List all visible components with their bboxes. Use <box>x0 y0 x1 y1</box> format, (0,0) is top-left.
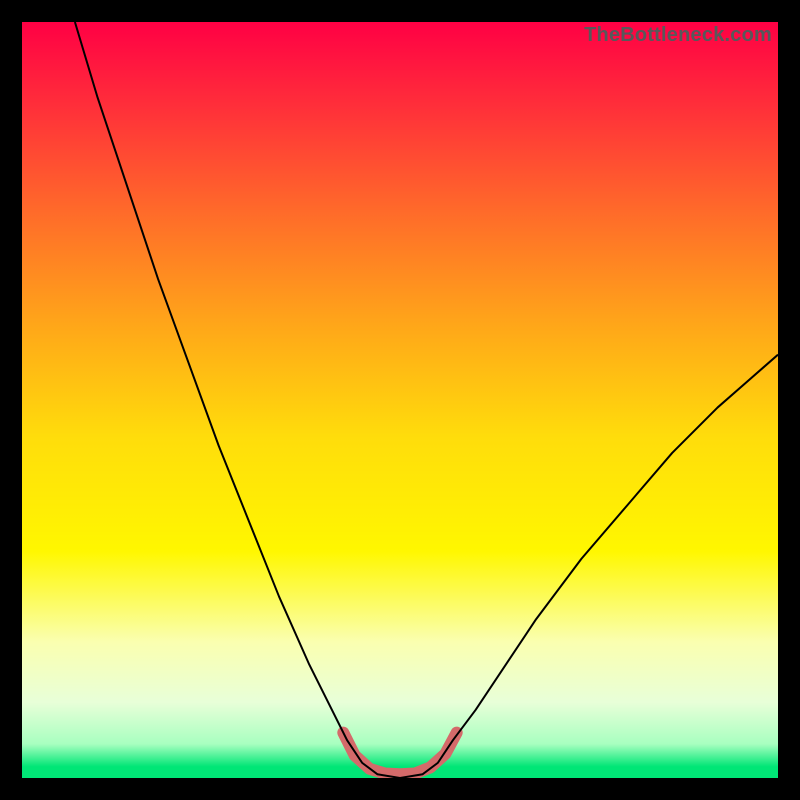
plot-area: TheBottleneck.com <box>22 22 778 778</box>
curve-layer <box>22 22 778 778</box>
bottleneck-curve <box>75 22 778 778</box>
watermark-text: TheBottleneck.com <box>584 24 772 47</box>
chart-frame: TheBottleneck.com <box>0 0 800 800</box>
bottom-marker <box>343 733 456 775</box>
